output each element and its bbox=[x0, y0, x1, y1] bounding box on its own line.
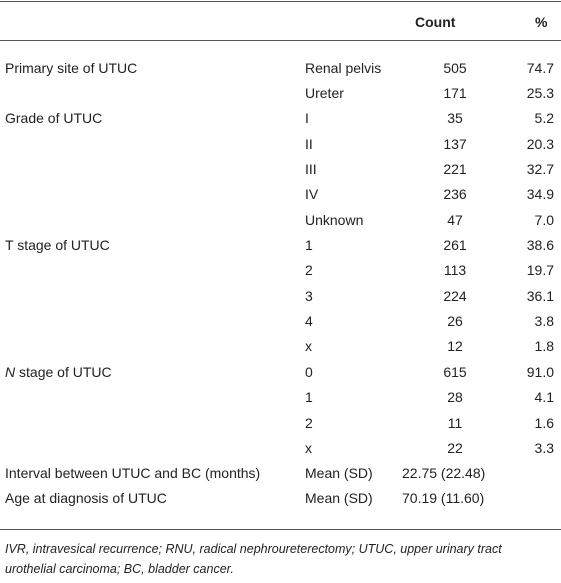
row-category: Ureter bbox=[305, 85, 344, 101]
row-count: 224 bbox=[443, 288, 467, 304]
row-label: Age at diagnosis of UTUC bbox=[5, 490, 167, 506]
row-count: 505 bbox=[443, 60, 467, 76]
row-category: I bbox=[305, 110, 309, 126]
row-count: 12 bbox=[447, 338, 463, 354]
row-category: III bbox=[305, 161, 317, 177]
table-row: II 137 20.3 bbox=[0, 132, 561, 156]
row-percent: 34.9 bbox=[526, 186, 554, 202]
table-row: x 12 1.8 bbox=[0, 334, 561, 358]
row-category: x bbox=[305, 338, 312, 354]
row-category: Mean (SD) bbox=[305, 490, 373, 506]
row-label: T stage of UTUC bbox=[5, 237, 110, 253]
row-percent: 74.7 bbox=[526, 60, 554, 76]
row-count: 11 bbox=[447, 415, 463, 431]
row-count: 28 bbox=[447, 389, 463, 405]
row-percent: 7.0 bbox=[534, 212, 554, 228]
row-percent: 36.1 bbox=[526, 288, 554, 304]
table-row: 2 113 19.7 bbox=[0, 258, 561, 282]
table-row: III 221 32.7 bbox=[0, 157, 561, 181]
row-category: 2 bbox=[305, 262, 313, 278]
row-category: IV bbox=[305, 186, 319, 202]
row-percent: 91.0 bbox=[526, 364, 554, 380]
table-bottom-rule bbox=[0, 529, 561, 530]
row-percent: 19.7 bbox=[526, 262, 554, 278]
table-row: 4 26 3.8 bbox=[0, 309, 561, 333]
header-percent: % bbox=[535, 14, 548, 30]
table-row: T stage of UTUC 1 261 38.6 bbox=[0, 233, 561, 257]
table-row: Grade of UTUC I 35 5.2 bbox=[0, 106, 561, 130]
row-count: 236 bbox=[443, 186, 467, 202]
row-percent: 20.3 bbox=[526, 136, 554, 152]
row-label: Interval between UTUC and BC (months) bbox=[5, 465, 261, 481]
row-count: 615 bbox=[443, 364, 467, 380]
row-category: 4 bbox=[305, 313, 313, 329]
row-percent: 3.8 bbox=[534, 313, 554, 329]
table-row: Ureter 171 25.3 bbox=[0, 81, 561, 105]
table-row: 1 28 4.1 bbox=[0, 385, 561, 409]
row-category: Unknown bbox=[305, 212, 364, 228]
footnote-line: IVR, intravesical recurrence; RNU, radic… bbox=[5, 542, 502, 556]
row-label: Grade of UTUC bbox=[5, 110, 103, 126]
table-row: Age at diagnosis of UTUC Mean (SD) 70.19… bbox=[0, 486, 561, 510]
table-top-rule bbox=[0, 1, 561, 2]
row-count: 70.19 (11.60) bbox=[402, 490, 485, 506]
table-row: N stage of UTUC 0 615 91.0 bbox=[0, 360, 561, 384]
row-category: 1 bbox=[305, 389, 313, 405]
row-percent: 3.3 bbox=[534, 440, 554, 456]
header-count: Count bbox=[415, 14, 456, 30]
row-category: Renal pelvis bbox=[305, 60, 382, 76]
row-percent: 38.6 bbox=[526, 237, 554, 253]
row-percent: 5.2 bbox=[534, 110, 554, 126]
row-count: 137 bbox=[443, 136, 467, 152]
row-category: 2 bbox=[305, 415, 313, 431]
row-percent: 25.3 bbox=[526, 85, 554, 101]
row-category: 3 bbox=[305, 288, 313, 304]
table-row: IV 236 34.9 bbox=[0, 182, 561, 206]
row-percent: 1.6 bbox=[534, 415, 554, 431]
row-category: II bbox=[305, 136, 313, 152]
table-row: 2 11 1.6 bbox=[0, 411, 561, 435]
row-label: N stage of UTUC bbox=[5, 364, 112, 380]
row-percent: 32.7 bbox=[526, 161, 554, 177]
row-percent: 4.1 bbox=[534, 389, 554, 405]
row-count: 22.75 (22.48) bbox=[402, 465, 486, 481]
row-category: Mean (SD) bbox=[305, 465, 373, 481]
row-percent: 1.8 bbox=[534, 338, 554, 354]
row-count: 47 bbox=[447, 212, 463, 228]
header-rule bbox=[0, 40, 561, 41]
row-count: 22 bbox=[447, 440, 463, 456]
row-category: x bbox=[305, 440, 312, 456]
table-row: Interval between UTUC and BC (months) Me… bbox=[0, 461, 561, 485]
row-count: 26 bbox=[447, 313, 463, 329]
table-row: Primary site of UTUC Renal pelvis 505 74… bbox=[0, 56, 561, 80]
table-footnote: IVR, intravesical recurrence; RNU, radic… bbox=[5, 539, 555, 579]
row-count: 171 bbox=[443, 85, 467, 101]
row-category: 1 bbox=[305, 237, 313, 253]
row-count: 261 bbox=[443, 237, 467, 253]
row-category: 0 bbox=[305, 364, 313, 380]
table-row: Unknown 47 7.0 bbox=[0, 208, 561, 232]
footnote-line: urothelial carcinoma; BC, bladder cancer… bbox=[5, 562, 234, 576]
row-count: 35 bbox=[447, 110, 463, 126]
table-row: x 22 3.3 bbox=[0, 436, 561, 460]
row-label: Primary site of UTUC bbox=[5, 60, 138, 76]
row-count: 113 bbox=[443, 262, 467, 278]
row-count: 221 bbox=[443, 161, 467, 177]
table-row: 3 224 36.1 bbox=[0, 284, 561, 308]
